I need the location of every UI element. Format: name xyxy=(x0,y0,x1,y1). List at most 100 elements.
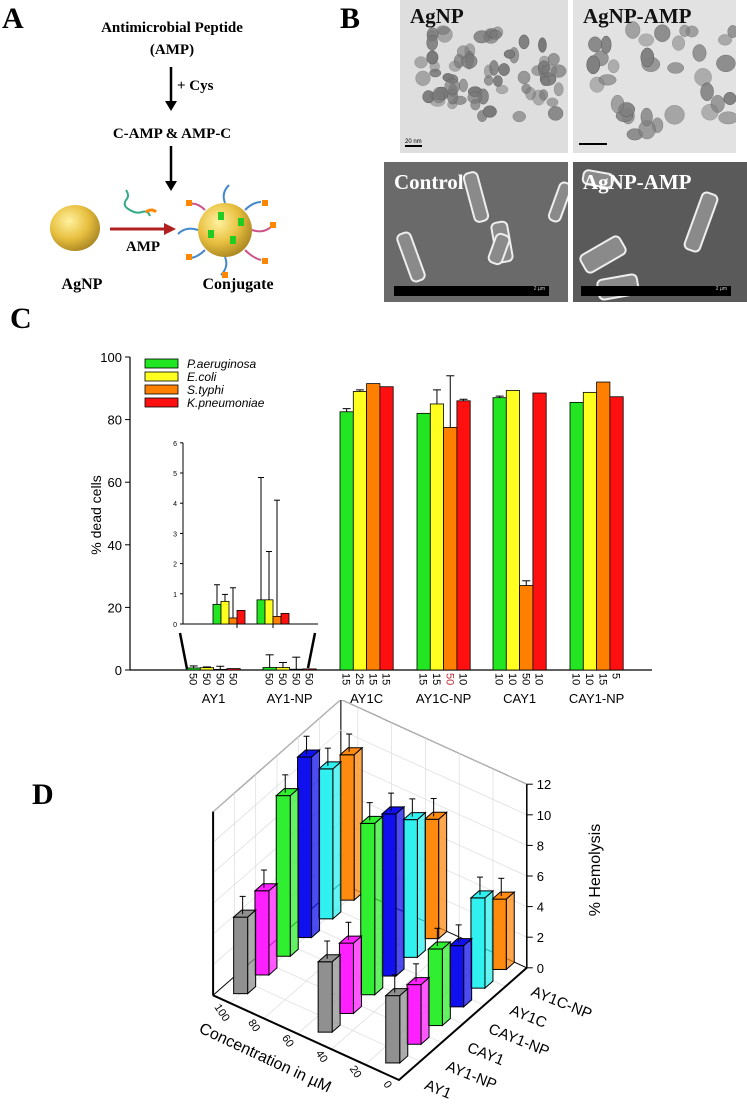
bar3d-AY1-10 xyxy=(384,974,410,1065)
concentration-label: 50 xyxy=(443,673,455,685)
nanoparticle xyxy=(470,99,481,111)
cys-label: + Cys xyxy=(177,78,214,94)
legend-label: P.aeruginosa xyxy=(187,357,256,371)
concentration-label: 15 xyxy=(340,673,352,685)
panel-b-letter: B xyxy=(340,2,361,35)
bar-top-face xyxy=(274,788,300,797)
category-label: AY1C-NP xyxy=(416,691,471,706)
sem-info-bar: 2 µm xyxy=(581,286,731,296)
agnp-label: AgNP xyxy=(62,276,103,293)
bar3d-CAY1-50 xyxy=(359,802,385,996)
image-label: AgNP-AMP xyxy=(583,4,692,28)
concentration-label: 50 xyxy=(303,673,315,685)
nanoparticle xyxy=(541,64,558,77)
scheme-title-line2: (AMP) xyxy=(150,42,194,58)
bar-top-face xyxy=(380,806,406,815)
bar-top-face xyxy=(317,761,343,770)
inset-bar-AY1-NP-S.typhi xyxy=(272,616,282,625)
bar-AY1-K.pneumoniae xyxy=(226,668,241,671)
inset-y-tick-label: 5 xyxy=(173,471,177,478)
nanoparticle xyxy=(692,44,707,62)
panel-c-letter: C xyxy=(10,302,32,335)
image-label: AgNP-AMP xyxy=(583,170,692,194)
bar3d-AY1C-NP-10 xyxy=(490,877,516,971)
bar-front-face xyxy=(427,948,443,1027)
bar-top-face xyxy=(402,812,427,821)
bar3d-AY1-NP-100 xyxy=(253,869,279,977)
bar-front-face xyxy=(339,754,355,901)
nanoparticle xyxy=(432,87,446,104)
bar-front-face xyxy=(381,813,397,977)
bar-front-face xyxy=(470,897,486,989)
scale-bar: 20 nm xyxy=(405,139,422,147)
bar-AY1C-NP-K.pneumoniae xyxy=(456,400,471,671)
bar-side-face xyxy=(268,882,278,977)
scale-bar xyxy=(579,143,607,145)
bar3d-CAY1-100 xyxy=(274,774,300,958)
concentration-label: 10 xyxy=(533,673,545,685)
bar-AY1-NP-P.aeruginosa xyxy=(262,667,277,671)
bar-top-face xyxy=(359,815,385,824)
z-axis-label: % Hemolysis xyxy=(587,824,604,916)
bar-AY1C-NP-S.typhi xyxy=(443,427,458,671)
bar-top-face xyxy=(423,811,448,820)
x-tick-label: 100 xyxy=(212,1002,232,1024)
z-tick-label: 0 xyxy=(537,961,544,976)
bar-AY1-S.typhi xyxy=(213,668,228,671)
nanoparticle xyxy=(495,84,509,95)
y-tick-label: 0 xyxy=(115,663,122,678)
bacterium xyxy=(462,171,490,223)
nanoparticle xyxy=(600,35,612,54)
bar-side-face xyxy=(438,811,448,940)
concentration-label: 50 xyxy=(200,673,212,685)
nanoparticle xyxy=(482,105,497,118)
floor-front-edges xyxy=(212,967,528,1082)
y-tick-label: 40 xyxy=(108,538,122,553)
bar-front-face xyxy=(449,945,465,1008)
amp-arrow-label: AMP xyxy=(126,239,160,255)
panel-a-scheme: Antimicrobial Peptide (AMP) + Cys C-AMP … xyxy=(50,20,276,293)
nanoparticle xyxy=(664,105,685,125)
bar-AY1C-S.typhi xyxy=(366,383,381,671)
nanoparticle xyxy=(700,82,714,102)
sem-image-agnp-amp: AgNP-AMP 2 µm xyxy=(573,162,747,302)
nanoparticle xyxy=(589,76,605,93)
row-label: CAY1 xyxy=(465,1039,507,1069)
nanoparticle xyxy=(512,110,526,123)
category-label: AY1C xyxy=(350,691,383,706)
bar3d-CAY1-NP-10 xyxy=(448,924,473,1008)
bar-top-face xyxy=(338,747,364,756)
bar-front-face xyxy=(233,916,249,995)
bar3d-AY1-NP-10 xyxy=(405,963,431,1046)
nanoparticle xyxy=(458,78,468,93)
x-axis-label: Concentration in µM xyxy=(196,1020,333,1096)
bar-side-face xyxy=(463,937,473,1008)
bar-front-face xyxy=(254,890,270,976)
bar-side-face xyxy=(374,815,384,996)
nanoparticle xyxy=(701,103,719,121)
nanoparticle xyxy=(588,36,602,53)
x-tick-label: 80 xyxy=(245,1017,262,1034)
x-tick-label: 60 xyxy=(279,1033,296,1050)
bar-AY1-NP-E.coli xyxy=(275,667,290,671)
concentration-label: 50 xyxy=(227,673,239,685)
nanoparticle xyxy=(426,50,439,65)
row-label: AY1 xyxy=(422,1077,454,1103)
bacterium xyxy=(547,181,568,223)
bar-front-face xyxy=(318,768,334,920)
nanoparticle xyxy=(727,25,736,38)
bar-top-face xyxy=(490,891,516,900)
nanoparticle xyxy=(415,70,431,86)
inset-bar-AY1-P.aeruginosa xyxy=(212,603,222,625)
z-tick-label: 10 xyxy=(537,808,551,823)
bar-side-face xyxy=(399,987,409,1065)
row-label: AY1C xyxy=(507,1002,549,1032)
bar3d-AY1-100 xyxy=(232,895,257,995)
inset-y-tick-label: 1 xyxy=(173,592,177,599)
zoom-indicator-line xyxy=(306,632,317,669)
bacterium xyxy=(683,191,719,253)
z-tick-label: 4 xyxy=(537,900,544,915)
bar3d-CAY1-NP-50 xyxy=(380,792,406,978)
bar-front-face xyxy=(360,822,376,996)
bar-top-face xyxy=(427,941,452,950)
